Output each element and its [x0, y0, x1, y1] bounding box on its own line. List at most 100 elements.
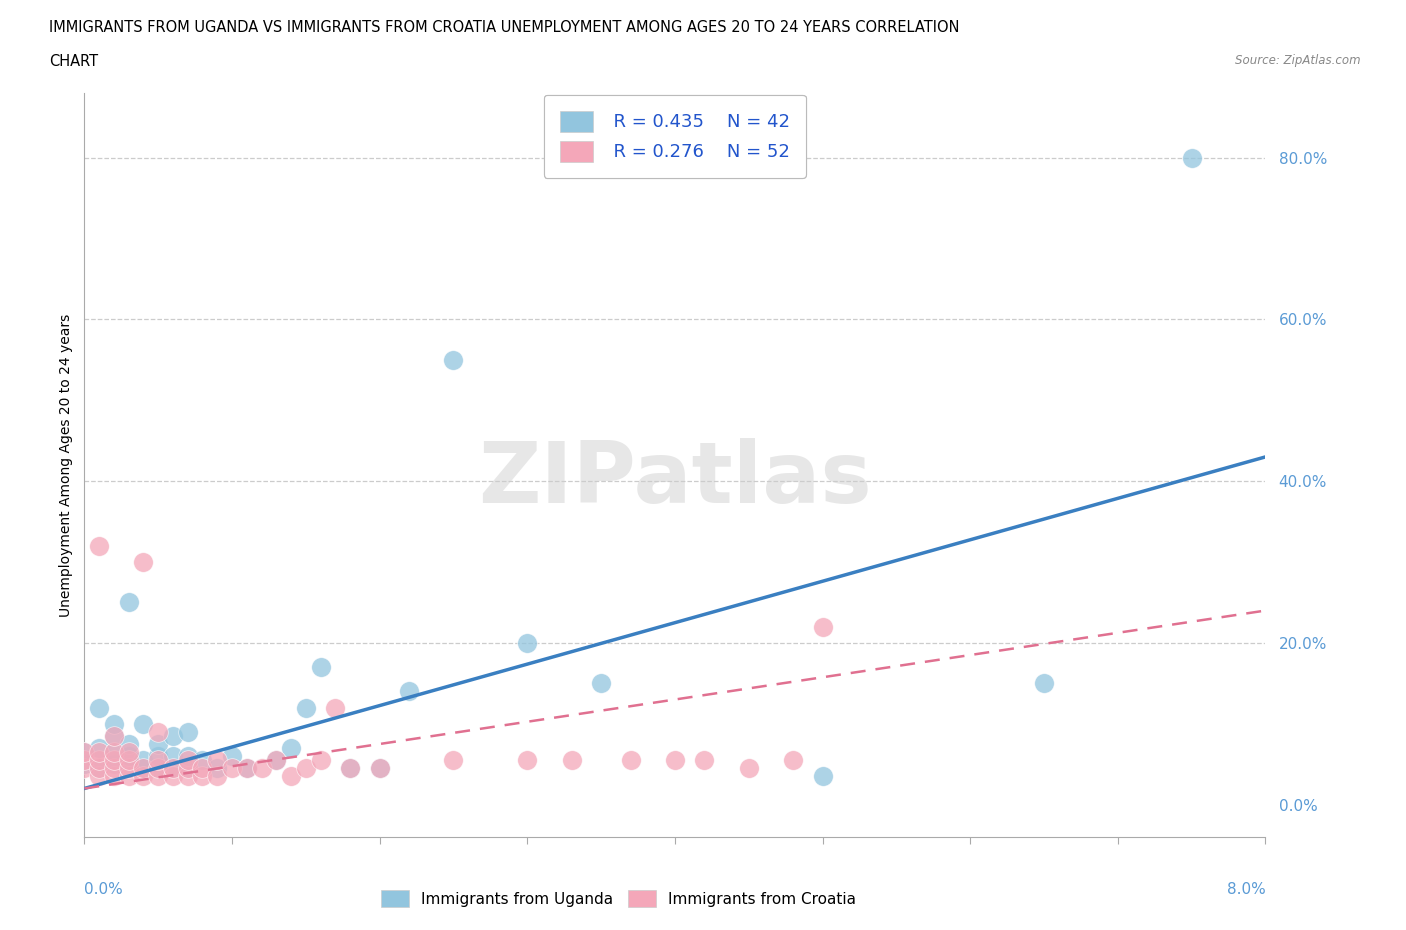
- Point: [693, 752, 716, 767]
- Point: [177, 749, 200, 764]
- Point: [162, 761, 184, 776]
- Point: [87, 745, 111, 760]
- Legend:   R = 0.435    N = 42,   R = 0.276    N = 52: R = 0.435 N = 42, R = 0.276 N = 52: [544, 95, 806, 178]
- Point: [132, 554, 155, 569]
- Point: [73, 757, 96, 772]
- Point: [309, 659, 332, 674]
- Point: [103, 728, 125, 743]
- Point: [280, 769, 302, 784]
- Point: [103, 728, 125, 743]
- Point: [516, 752, 538, 767]
- Legend: Immigrants from Uganda, Immigrants from Croatia: Immigrants from Uganda, Immigrants from …: [375, 884, 862, 913]
- Point: [295, 700, 318, 715]
- Point: [737, 761, 759, 776]
- Point: [177, 724, 200, 739]
- Point: [73, 745, 96, 760]
- Point: [87, 761, 111, 776]
- Point: [132, 761, 155, 776]
- Point: [516, 635, 538, 650]
- Point: [560, 752, 583, 767]
- Point: [103, 745, 125, 760]
- Point: [103, 745, 125, 760]
- Point: [1180, 151, 1202, 166]
- Point: [591, 676, 613, 691]
- Point: [221, 749, 243, 764]
- Point: [118, 761, 141, 776]
- Point: [1032, 676, 1054, 691]
- Point: [148, 761, 170, 776]
- Text: Source: ZipAtlas.com: Source: ZipAtlas.com: [1236, 54, 1361, 67]
- Point: [309, 752, 332, 767]
- Point: [191, 752, 214, 767]
- Point: [132, 769, 155, 784]
- Point: [118, 752, 141, 767]
- Point: [264, 752, 288, 767]
- Text: CHART: CHART: [49, 54, 98, 69]
- Point: [339, 761, 361, 776]
- Point: [73, 761, 96, 776]
- Point: [235, 761, 259, 776]
- Point: [118, 769, 141, 784]
- Point: [148, 769, 170, 784]
- Point: [132, 761, 155, 776]
- Point: [811, 769, 834, 784]
- Point: [103, 752, 125, 767]
- Point: [118, 749, 141, 764]
- Text: 0.0%: 0.0%: [84, 882, 124, 897]
- Point: [811, 619, 834, 634]
- Point: [87, 752, 111, 767]
- Point: [103, 757, 125, 772]
- Point: [118, 595, 141, 610]
- Point: [205, 761, 228, 776]
- Y-axis label: Unemployment Among Ages 20 to 24 years: Unemployment Among Ages 20 to 24 years: [59, 313, 73, 617]
- Point: [118, 737, 141, 751]
- Point: [87, 700, 111, 715]
- Point: [162, 749, 184, 764]
- Point: [118, 761, 141, 776]
- Point: [323, 700, 347, 715]
- Point: [191, 769, 214, 784]
- Text: 8.0%: 8.0%: [1226, 882, 1265, 897]
- Point: [103, 769, 125, 784]
- Point: [87, 740, 111, 755]
- Point: [619, 752, 641, 767]
- Point: [280, 740, 302, 755]
- Point: [87, 769, 111, 784]
- Point: [205, 769, 228, 784]
- Point: [132, 752, 155, 767]
- Point: [264, 752, 288, 767]
- Point: [87, 761, 111, 776]
- Point: [782, 752, 804, 767]
- Text: ZIPatlas: ZIPatlas: [478, 438, 872, 522]
- Point: [191, 761, 214, 776]
- Point: [118, 745, 141, 760]
- Point: [398, 684, 420, 698]
- Point: [177, 761, 200, 776]
- Point: [162, 728, 184, 743]
- Point: [148, 752, 170, 767]
- Point: [664, 752, 686, 767]
- Point: [235, 761, 259, 776]
- Point: [162, 761, 184, 776]
- Point: [205, 752, 228, 767]
- Point: [339, 761, 361, 776]
- Point: [443, 352, 465, 367]
- Point: [148, 749, 170, 764]
- Point: [103, 716, 125, 731]
- Point: [177, 769, 200, 784]
- Point: [177, 752, 200, 767]
- Point: [73, 745, 96, 760]
- Point: [368, 761, 391, 776]
- Point: [177, 761, 200, 776]
- Point: [368, 761, 391, 776]
- Point: [221, 761, 243, 776]
- Point: [443, 752, 465, 767]
- Point: [103, 761, 125, 776]
- Point: [148, 724, 170, 739]
- Point: [132, 716, 155, 731]
- Point: [148, 737, 170, 751]
- Point: [162, 769, 184, 784]
- Point: [295, 761, 318, 776]
- Point: [250, 761, 273, 776]
- Point: [87, 538, 111, 553]
